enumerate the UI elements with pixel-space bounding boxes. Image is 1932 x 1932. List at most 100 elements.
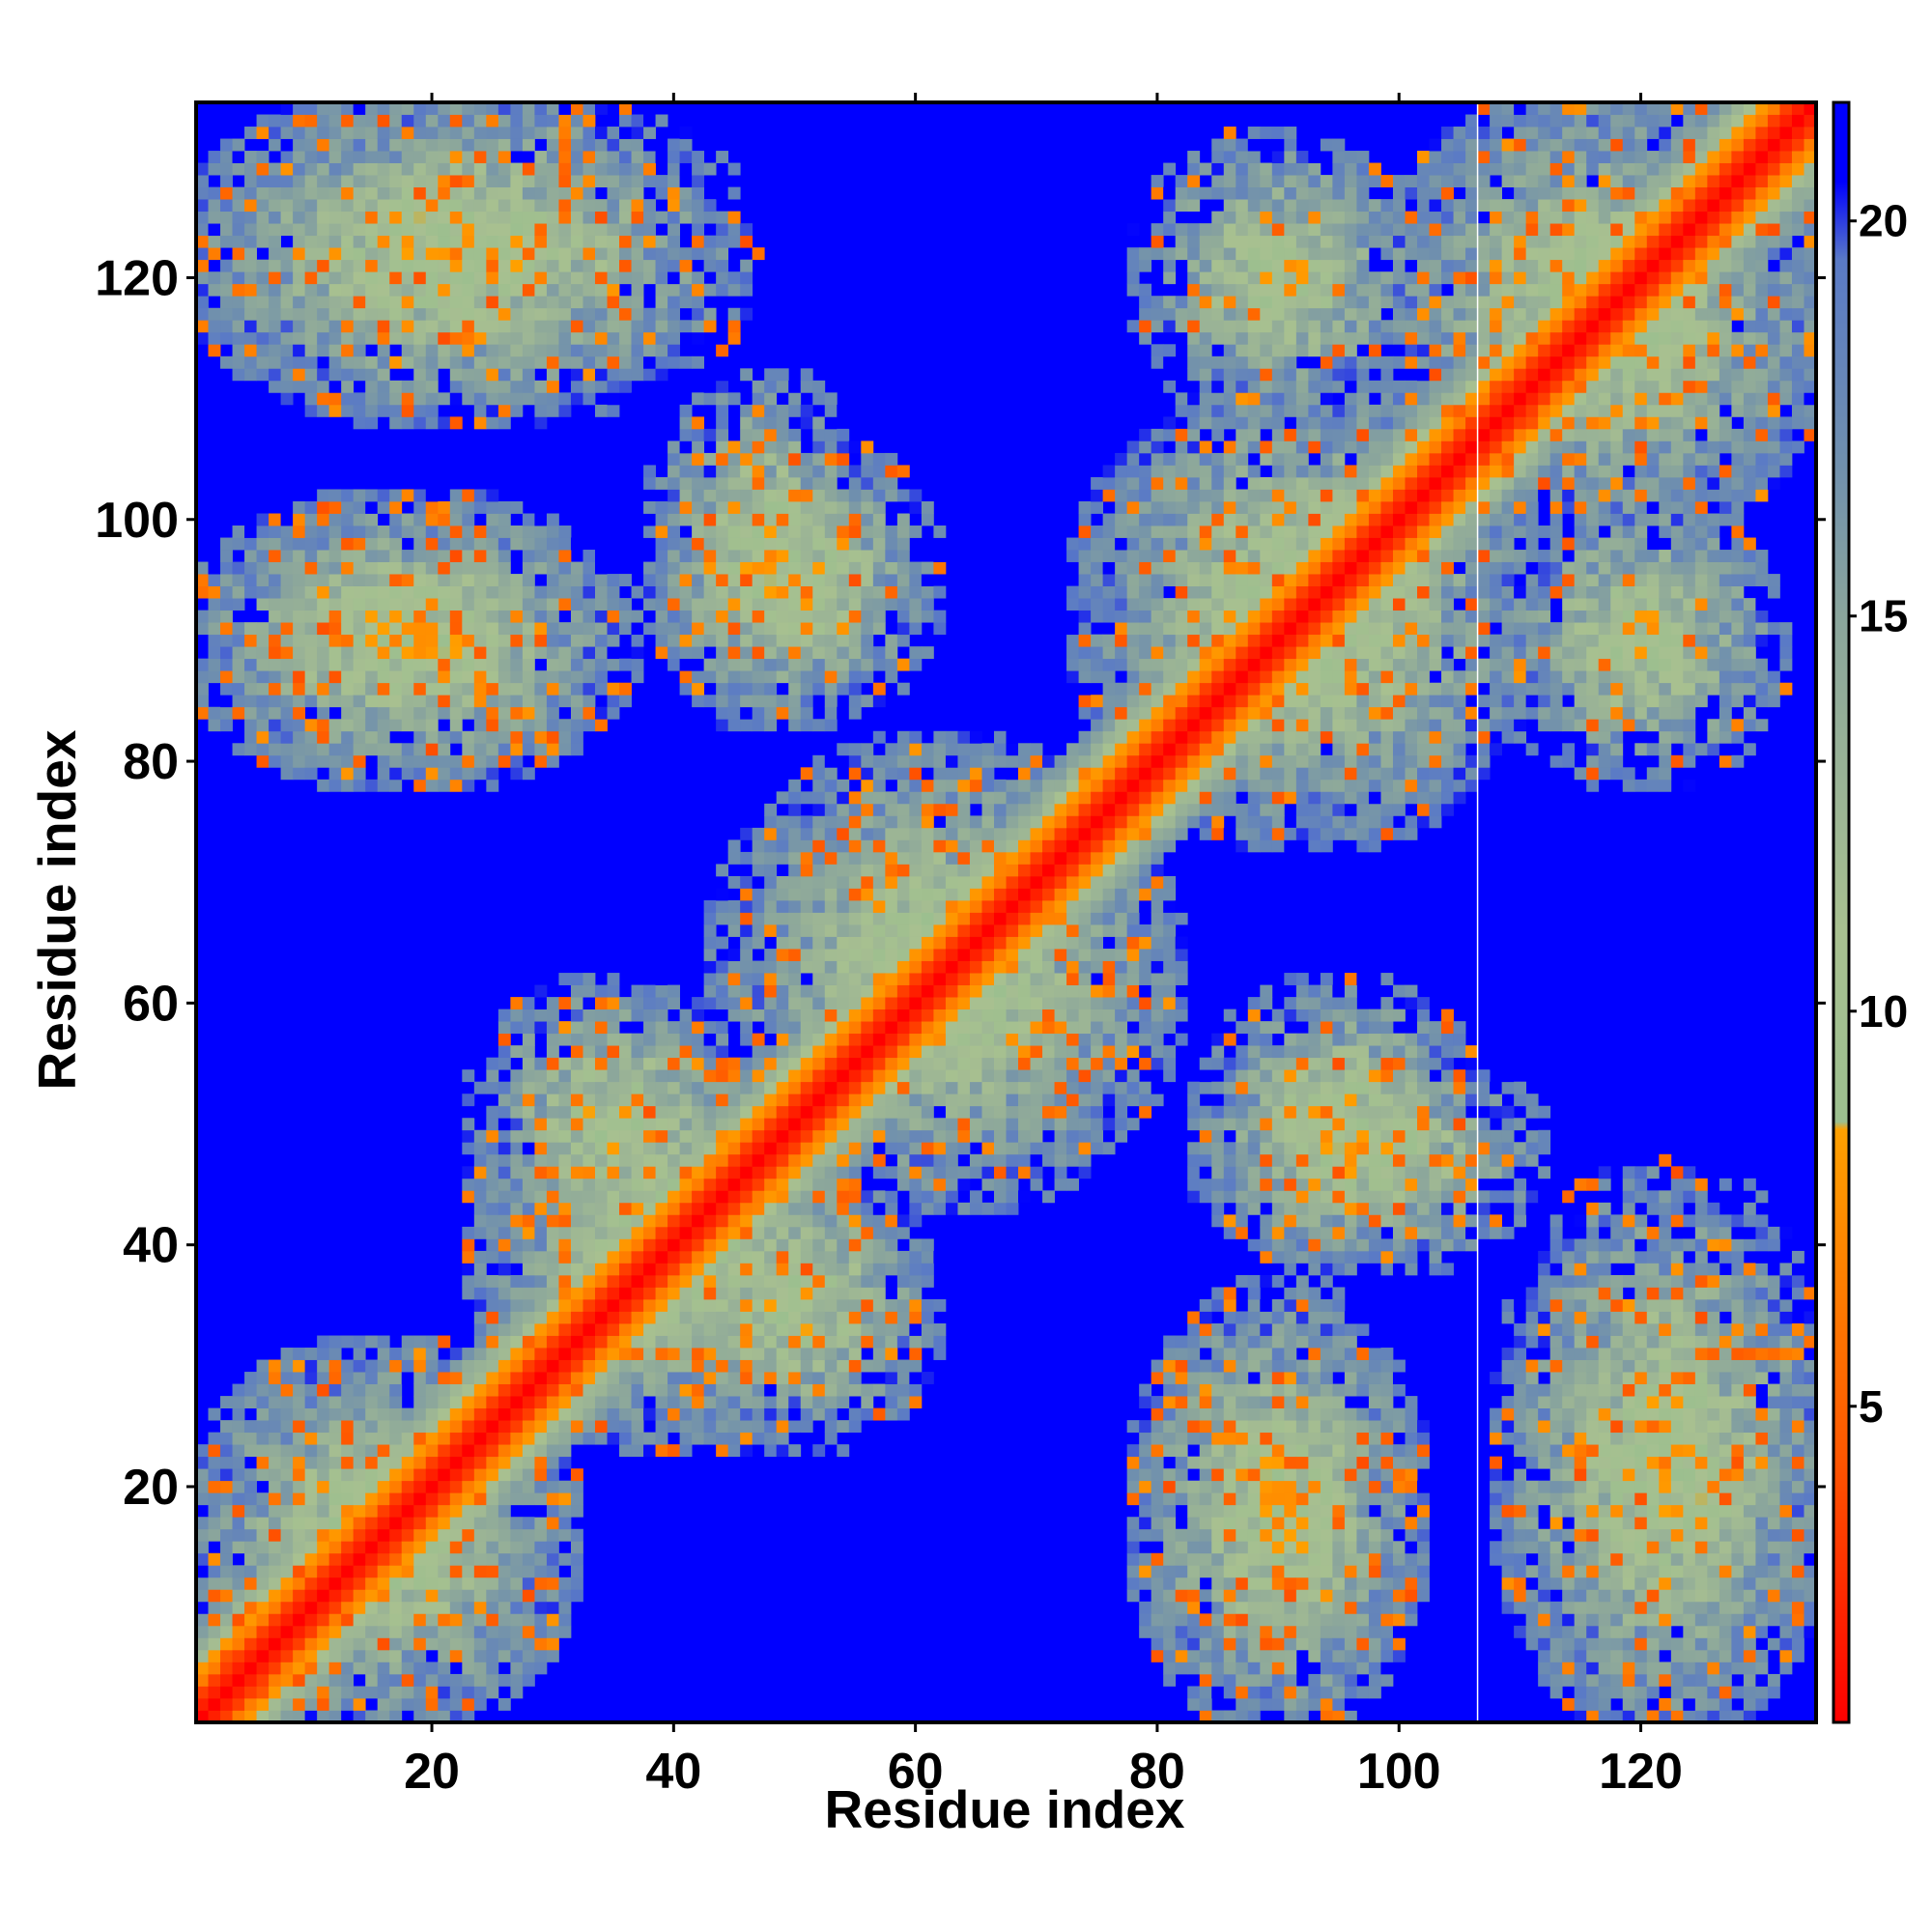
heatmap-cell xyxy=(462,151,475,163)
heatmap-cell xyxy=(800,984,813,998)
heatmap-cell xyxy=(353,1637,366,1651)
heatmap-cell xyxy=(341,1673,355,1687)
heatmap-cell xyxy=(740,706,753,720)
heatmap-cell xyxy=(196,610,209,623)
heatmap-cell xyxy=(655,307,668,321)
heatmap-cell xyxy=(438,574,451,586)
heatmap-cell xyxy=(486,1468,499,1482)
heatmap-cell xyxy=(269,199,281,213)
heatmap-cell xyxy=(800,949,813,961)
heatmap-cell xyxy=(486,392,499,406)
heatmap-cell xyxy=(957,730,971,744)
heatmap-cell xyxy=(788,1263,802,1276)
heatmap-cell xyxy=(534,1323,548,1336)
heatmap-cell xyxy=(848,1323,862,1336)
heatmap-cell xyxy=(812,960,826,974)
heatmap-cell xyxy=(497,344,511,357)
heatmap-cell xyxy=(546,211,559,224)
heatmap-cell xyxy=(304,1372,318,1384)
heatmap-cell xyxy=(449,1528,463,1542)
heatmap-cell xyxy=(269,1601,281,1614)
heatmap-cell xyxy=(365,610,379,623)
heatmap-cell xyxy=(885,670,898,684)
heatmap-cell xyxy=(643,259,656,272)
heatmap-cell xyxy=(679,1142,693,1155)
heatmap-cell xyxy=(716,476,729,490)
heatmap-cell xyxy=(957,1081,971,1094)
heatmap-cell xyxy=(594,1323,608,1336)
heatmap-cell xyxy=(220,151,233,163)
heatmap-cell xyxy=(196,1697,209,1711)
heatmap-cell xyxy=(668,1238,680,1252)
heatmap-cell xyxy=(534,392,548,406)
heatmap-cell xyxy=(317,1480,330,1493)
heatmap-cell xyxy=(679,247,693,261)
heatmap-cell xyxy=(389,1456,403,1469)
heatmap-cell xyxy=(425,1359,439,1373)
heatmap-cell xyxy=(957,1178,971,1191)
heatmap-cell xyxy=(304,114,318,128)
heatmap-cell xyxy=(438,127,451,139)
heatmap-cell xyxy=(837,1311,850,1324)
heatmap-cell xyxy=(462,500,475,514)
heatmap-cell xyxy=(328,296,342,309)
heatmap-cell xyxy=(570,1202,583,1215)
heatmap-cell xyxy=(497,416,511,430)
heatmap-cell xyxy=(655,175,668,187)
heatmap-cell xyxy=(837,1359,850,1373)
heatmap-cell xyxy=(473,223,487,237)
heatmap-cell xyxy=(716,682,729,696)
heatmap-cell xyxy=(497,500,511,514)
heatmap-cell xyxy=(776,476,789,490)
heatmap-cell xyxy=(353,223,366,237)
heatmap-cell xyxy=(716,1383,729,1397)
heatmap-cell xyxy=(328,1528,342,1542)
heatmap-cell xyxy=(438,186,451,200)
heatmap-cell xyxy=(269,1541,281,1554)
heatmap-cell xyxy=(462,259,475,272)
heatmap-cell xyxy=(837,1153,850,1167)
heatmap-cell xyxy=(256,355,270,369)
heatmap-cell xyxy=(716,368,729,382)
heatmap-cell xyxy=(244,585,257,599)
heatmap-cell xyxy=(812,1045,826,1059)
heatmap-cell xyxy=(655,1094,668,1107)
heatmap-cell xyxy=(872,1081,886,1094)
heatmap-cell xyxy=(788,719,802,732)
heatmap-cell xyxy=(473,622,487,636)
heatmap-cell xyxy=(558,1226,572,1239)
heatmap-cell xyxy=(317,199,330,213)
heatmap-cell xyxy=(389,1372,403,1384)
heatmap-cell xyxy=(486,513,499,526)
heatmap-cell xyxy=(365,138,379,152)
heatmap-cell xyxy=(837,585,850,599)
heatmap-cell xyxy=(752,1287,765,1300)
heatmap-cell xyxy=(534,1480,548,1493)
heatmap-cell xyxy=(317,695,330,708)
heatmap-cell xyxy=(872,610,886,623)
heatmap-cell xyxy=(788,598,802,611)
heatmap-cell xyxy=(655,1348,668,1360)
heatmap-cell xyxy=(716,1190,729,1204)
heatmap-cell xyxy=(413,585,427,599)
heatmap-cell xyxy=(558,682,572,696)
heatmap-cell xyxy=(668,283,680,297)
heatmap-cell xyxy=(582,1238,596,1252)
heatmap-cell xyxy=(546,537,559,551)
heatmap-cell xyxy=(256,670,270,684)
heatmap-cell xyxy=(293,634,306,647)
heatmap-cell xyxy=(740,259,753,272)
heatmap-cell xyxy=(220,307,233,321)
heatmap-cell xyxy=(413,1383,427,1397)
heatmap-cell xyxy=(293,682,306,696)
heatmap-cell xyxy=(981,1021,995,1035)
heatmap-cell xyxy=(510,1517,524,1530)
heatmap-cell xyxy=(764,888,778,901)
heatmap-cell xyxy=(933,754,947,768)
heatmap-cell xyxy=(909,1021,923,1035)
heatmap-cell xyxy=(304,1565,318,1578)
heatmap-cell xyxy=(413,1480,427,1493)
heatmap-cell xyxy=(812,888,826,901)
heatmap-cell xyxy=(425,500,439,514)
heatmap-cell xyxy=(486,259,499,272)
